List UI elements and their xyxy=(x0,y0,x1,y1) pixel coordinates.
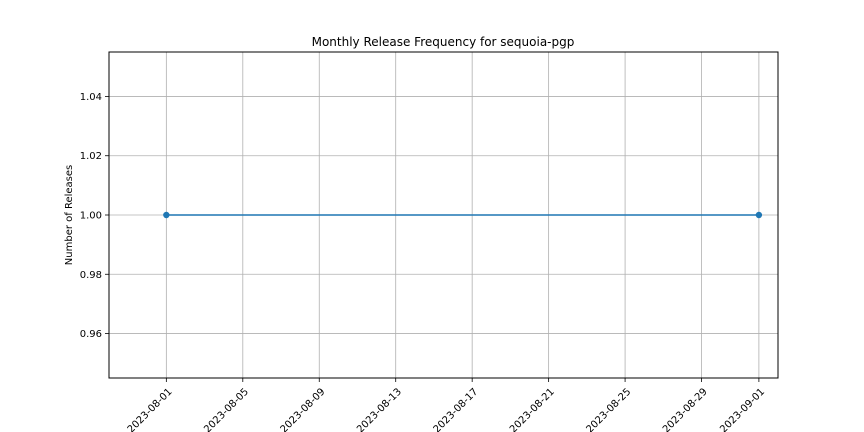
x-tick-label: 2023-08-25 xyxy=(584,386,633,432)
chart-title: Monthly Release Frequency for sequoia-pg… xyxy=(312,35,575,49)
y-tick-label: 0.98 xyxy=(80,270,102,281)
x-tick-label: 2023-08-29 xyxy=(661,386,710,432)
y-tick-label: 1.02 xyxy=(80,151,102,162)
series-layer xyxy=(163,211,763,219)
y-tick-label: 1.04 xyxy=(80,92,102,103)
y-axis: 0.96 0.98 1.00 1.02 1.04 xyxy=(80,92,109,340)
x-tick-label: 2023-08-09 xyxy=(279,386,328,432)
data-point xyxy=(163,211,170,219)
x-tick-label: 2023-08-13 xyxy=(355,386,404,432)
data-point xyxy=(755,211,763,219)
x-tick-label: 2023-08-17 xyxy=(432,386,481,432)
y-tick-label: 1.00 xyxy=(80,211,102,222)
x-axis: 2023-08-01 2023-08-05 2023-08-09 2023-08-13… xyxy=(126,378,767,432)
x-tick-label: 2023-08-05 xyxy=(202,386,251,432)
x-tick-label: 2023-09-01 xyxy=(718,386,767,432)
x-tick-label: 2023-08-21 xyxy=(508,386,557,432)
y-tick-label: 0.96 xyxy=(80,329,102,340)
x-tick-label: 2023-08-01 xyxy=(126,386,175,432)
y-axis-label: Number of Releases xyxy=(64,165,75,265)
